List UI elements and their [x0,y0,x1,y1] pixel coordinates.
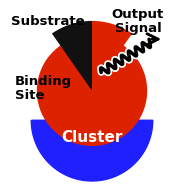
Text: Binding
Site: Binding Site [15,74,72,101]
Wedge shape [92,21,132,91]
Text: Substrate: Substrate [11,15,85,28]
Wedge shape [37,38,147,146]
Wedge shape [52,21,92,91]
Text: Cluster: Cluster [61,130,123,145]
Polygon shape [31,120,153,181]
Text: Output
Signal: Output Signal [112,8,164,35]
